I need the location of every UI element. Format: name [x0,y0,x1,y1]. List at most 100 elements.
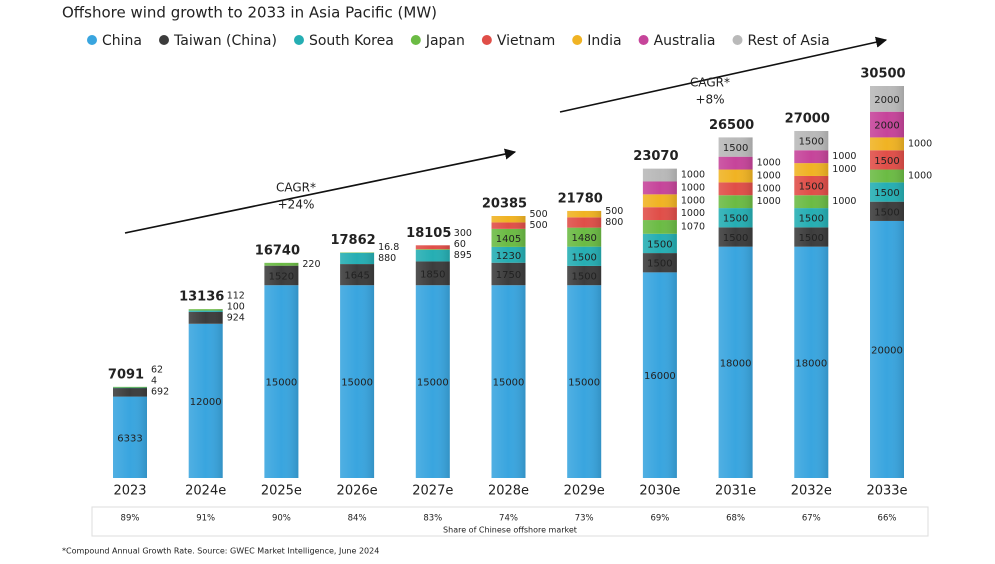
bar-shade [415,245,450,250]
value-label: 2000 [874,121,899,132]
value-label: 1500 [799,182,824,193]
bar-shade [718,137,753,157]
value-label: 20000 [871,345,903,356]
bar-shade [794,175,829,196]
value-label: 15000 [417,378,449,389]
value-label: 1645 [344,271,369,282]
total-label: 30500 [860,67,905,82]
bar-shade [718,195,753,209]
share-value: 68% [726,514,745,524]
bar-shade [642,168,677,182]
legend-label: Taiwan (China) [173,33,277,49]
bar-shade [794,130,829,151]
value-label: 1000 [908,170,932,181]
value-label: 1500 [874,207,899,218]
total-label: 23070 [633,149,678,164]
total-label: 13136 [179,290,224,305]
bar-shade [718,227,753,247]
bar-shade [870,150,904,170]
legend-swatch [732,35,743,45]
x-tick-label: 2025e [261,484,302,499]
legend-swatch [481,35,492,45]
share-value: 66% [878,514,897,524]
value-label: 1000 [832,151,856,162]
bar-shade [794,150,829,164]
legend-swatch [293,35,304,45]
total-label: 18105 [406,226,451,241]
value-label: 692 [151,387,169,398]
share-value: 83% [423,514,442,524]
bar-shade [340,285,375,478]
cagr-arrow [124,148,517,234]
bar-shade [113,387,147,397]
bar-shade [718,208,753,228]
bar-shade [870,169,904,183]
value-label: 1000 [681,170,705,181]
x-tick-label: 2026e [337,484,378,499]
value-label: 1000 [757,170,781,181]
value-label: 1500 [647,239,672,250]
value-label: 1500 [799,233,824,244]
bar-shade [491,285,526,478]
bar-shade [794,195,829,209]
share-value: 69% [650,514,669,524]
total-label: 20385 [482,197,527,212]
value-label: 500 [605,206,623,217]
bar-shade [642,207,677,221]
bar-shade [264,262,299,266]
total-label: 26500 [709,118,754,133]
value-label: 1850 [420,269,445,280]
bar-shade [718,246,753,478]
value-label: 1230 [496,251,521,262]
value-label: 1000 [757,183,781,194]
value-label: 1000 [832,196,856,207]
value-label: 1500 [571,252,596,263]
cagr-arrow [559,36,888,113]
bar-shade [491,222,526,229]
value-label: 15000 [493,378,525,389]
value-label: 112 [227,290,245,301]
bar-shade [567,246,602,266]
share-title: Share of Chinese offshore market [443,526,577,535]
bar-shade [870,220,904,479]
value-label: 1000 [908,138,932,149]
x-tick-label: 2027e [412,484,453,499]
annotation: CAGR* [690,76,730,90]
bar-shade [794,208,829,228]
bar-shade [870,86,904,112]
bar-shade [794,246,829,478]
value-label: 6333 [117,433,142,444]
bar-shade [567,285,602,478]
value-label: 100 [227,301,245,312]
value-label: 924 [227,312,245,323]
bar-shade [415,261,450,286]
bar-shade [491,246,526,263]
value-label: 1500 [723,233,748,244]
legend-label: China [102,33,142,49]
value-label: 62 [151,365,163,376]
x-tick-label: 2032e [791,484,832,499]
legend-label: Japan [425,33,465,49]
x-tick-label: 2029e [564,484,605,499]
bar-shade [491,216,526,223]
x-tick-label: 2033e [866,484,907,499]
value-label: 12000 [190,397,222,408]
bar-shade [188,310,223,312]
bar-shade [188,311,223,324]
bar-shade [794,227,829,247]
bar-shade [642,220,677,234]
value-label: 18000 [720,358,752,369]
bar-shade [567,227,602,247]
bar-shade [642,253,677,273]
bar-shade [870,111,904,138]
annotation: +8% [695,93,724,107]
total-label: 27000 [785,111,830,126]
bar-shade [188,309,223,311]
value-label: 1070 [681,221,705,232]
annotation: CAGR* [276,181,316,195]
legend-label: Rest of Asia [748,33,830,49]
bar-shade [718,182,753,196]
legend-label: Australia [654,33,716,49]
share-value: 67% [802,514,821,524]
value-label: 16.8 [378,242,399,253]
